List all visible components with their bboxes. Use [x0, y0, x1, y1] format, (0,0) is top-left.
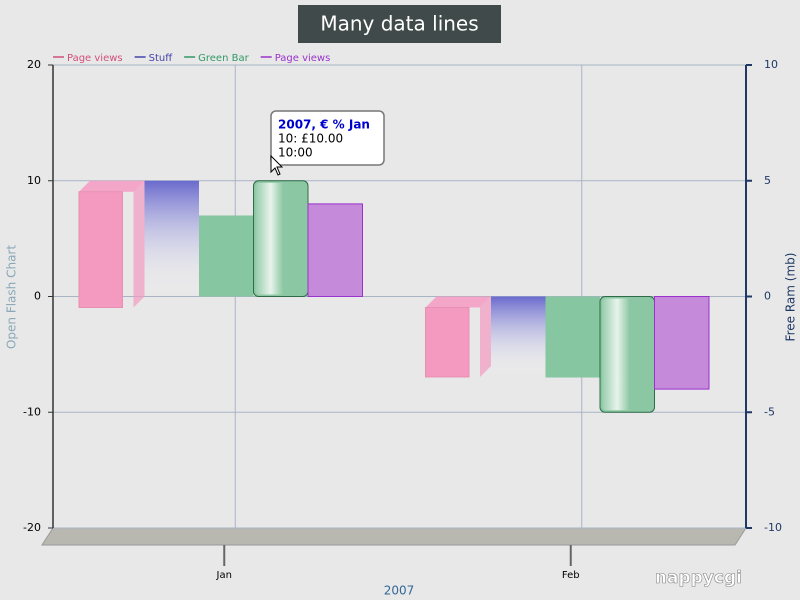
y2-tick-label: 0 — [764, 290, 771, 303]
bar-3d-side — [480, 296, 491, 377]
x-axis-label: 2007 — [384, 584, 415, 598]
y-tick-label: 0 — [34, 290, 41, 303]
y2-tick-label: 5 — [764, 174, 771, 187]
y2-tick-label: -5 — [764, 405, 775, 418]
bar — [199, 215, 254, 297]
x-floor — [41, 527, 747, 546]
legend-label: Page views — [275, 53, 331, 64]
bar — [78, 191, 123, 308]
x-tick-label: Jan — [216, 570, 232, 581]
legend-label: Green Bar — [198, 53, 249, 64]
bar-3d-top — [425, 296, 491, 308]
bar-3d-side — [133, 180, 145, 308]
legend-label: Stuff — [149, 53, 174, 64]
legend-label: Page views — [67, 53, 123, 64]
bar — [307, 203, 363, 297]
bar — [491, 296, 546, 378]
cursor — [270, 154, 284, 176]
y2-tick-label: 10 — [764, 58, 778, 71]
bar-shine — [602, 298, 653, 411]
tooltip-line: 10: £10.00 — [278, 132, 343, 146]
chart-title: Many data lines — [320, 12, 478, 36]
x-tick-label: Feb — [562, 570, 580, 581]
y2-axis-label: Free Ram (mb) — [784, 253, 798, 342]
bar — [545, 296, 600, 378]
y-tick-label: -10 — [23, 405, 41, 418]
tooltip-title: 2007, € % Jan — [278, 118, 370, 132]
bar — [654, 296, 710, 390]
title-box — [298, 5, 501, 43]
y2-tick-label: -10 — [764, 521, 782, 534]
y-tick-label: 10 — [27, 174, 41, 187]
y-tick-label: -20 — [23, 521, 41, 534]
bar — [144, 180, 199, 297]
bar-shine — [255, 182, 306, 295]
tooltip-box — [270, 110, 385, 166]
bar — [425, 307, 470, 378]
tooltip-line: 10:00 — [278, 146, 313, 160]
y-tick-label: 20 — [27, 58, 41, 71]
bar-3d-top — [79, 180, 145, 192]
y-axis-label: Open Flash Chart — [5, 245, 19, 349]
logo: nappycgi — [655, 568, 742, 588]
